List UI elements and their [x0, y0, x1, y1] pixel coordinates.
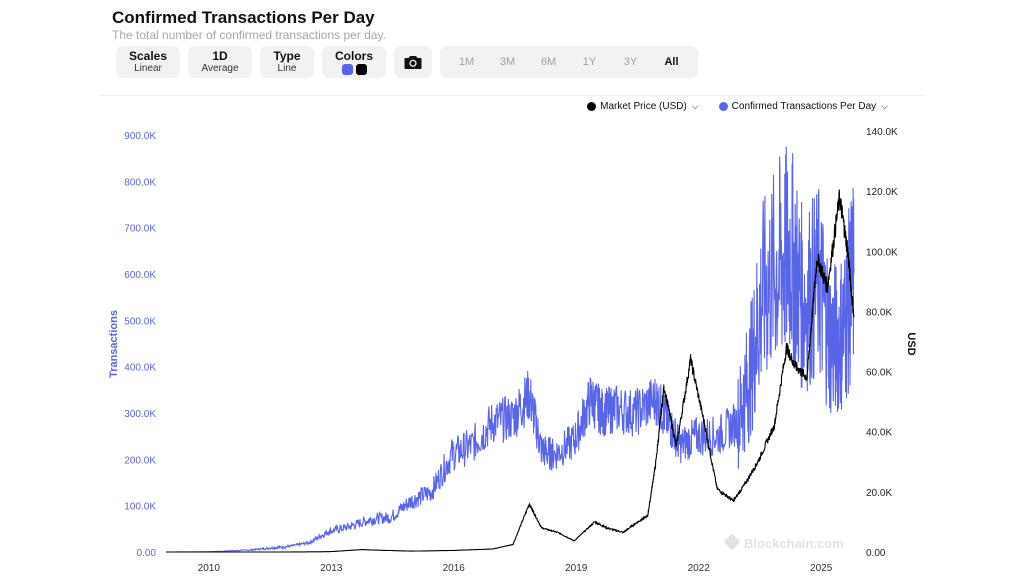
scales-value: Linear	[134, 62, 162, 74]
y-right-axis-title: USD	[905, 332, 917, 355]
legend-label-transactions: Confirmed Transactions Per Day	[731, 101, 877, 112]
y-left-tick-label: 300.0K	[124, 409, 156, 420]
legend-item-price[interactable]: Market Price (USD) ⌵	[587, 101, 699, 112]
y-left-tick-label: 400.0K	[124, 363, 156, 374]
y-right-tick-label: 80.0K	[866, 307, 892, 318]
type-button[interactable]: Type Line	[260, 46, 314, 78]
colors-button[interactable]: Colors	[322, 46, 386, 78]
chevron-down-icon: ⌵	[691, 101, 699, 111]
y-left-tick-label: 800.0K	[124, 177, 156, 188]
range-button-all[interactable]: All	[664, 56, 679, 68]
series-line-transactions	[166, 146, 855, 553]
legend-dot-price	[587, 102, 597, 111]
y-right-tick-label: 120.0K	[866, 187, 898, 198]
page-subtitle: The total number of confirmed transactio…	[112, 28, 386, 42]
range-button-3y[interactable]: 3Y	[623, 56, 638, 68]
range-button-6m[interactable]: 6M	[540, 56, 557, 68]
x-tick-label: 2022	[688, 563, 711, 574]
chart-toolbar: Scales Linear 1D Average Type Line Color…	[116, 46, 698, 78]
y-right-tick-label: 100.0K	[866, 247, 898, 258]
y-left-tick-label: 900.0K	[124, 131, 156, 142]
camera-icon	[404, 56, 422, 69]
x-tick-label: 2010	[198, 563, 221, 574]
type-value: Line	[277, 62, 297, 74]
y-left-tick-label: 200.0K	[124, 455, 156, 466]
y-left-tick-label: 600.0K	[124, 270, 156, 281]
average-button[interactable]: 1D Average	[188, 46, 252, 78]
watermark-text: Blockchain.com	[744, 536, 844, 551]
y-left-axis-title: Transactions	[108, 310, 120, 378]
y-right-tick-label: 40.0K	[866, 428, 892, 439]
x-tick-label: 2025	[810, 563, 833, 574]
chart-legend: Market Price (USD) ⌵ Confirmed Transacti…	[587, 101, 888, 112]
average-label: 1D	[212, 48, 228, 63]
range-button-3m[interactable]: 3M	[499, 56, 516, 68]
legend-dot-transactions	[718, 102, 728, 111]
range-button-1y[interactable]: 1Y	[582, 56, 597, 68]
legend-item-transactions[interactable]: Confirmed Transactions Per Day ⌵	[718, 101, 888, 112]
color-swatch-transactions	[341, 63, 353, 75]
y-left-tick-label: 700.0K	[124, 224, 156, 235]
y-right-tick-label: 60.0K	[866, 368, 892, 379]
colors-label: Colors	[334, 48, 373, 63]
x-tick-label: 2016	[443, 563, 466, 574]
x-tick-label: 2019	[565, 563, 588, 574]
color-swatch-price	[355, 63, 367, 75]
page-title: Confirmed Transactions Per Day	[112, 8, 375, 27]
chevron-down-icon: ⌵	[881, 101, 888, 111]
header-divider	[100, 95, 926, 96]
y-right-tick-label: 0.00	[866, 548, 886, 559]
y-left-tick-label: 100.0K	[124, 502, 156, 513]
time-range-group: 1M 3M 6M 1Y 3Y All	[440, 46, 698, 78]
y-left-tick-label: 500.0K	[124, 316, 156, 327]
y-right-tick-label: 140.0K	[866, 127, 898, 138]
type-label: Type	[273, 48, 301, 63]
blockchain-logo-icon	[724, 534, 740, 550]
legend-label-price: Market Price (USD)	[600, 101, 687, 112]
screenshot-button[interactable]	[394, 46, 432, 78]
y-left-tick-label: 0.00	[137, 548, 157, 559]
range-button-1m[interactable]: 1M	[458, 56, 475, 68]
scales-label: Scales	[128, 48, 168, 63]
x-tick-label: 2013	[320, 563, 343, 574]
series-line-price	[166, 189, 855, 553]
y-right-tick-label: 20.0K	[866, 488, 892, 499]
average-value: Average	[201, 62, 239, 74]
scales-button[interactable]: Scales Linear	[116, 46, 180, 78]
